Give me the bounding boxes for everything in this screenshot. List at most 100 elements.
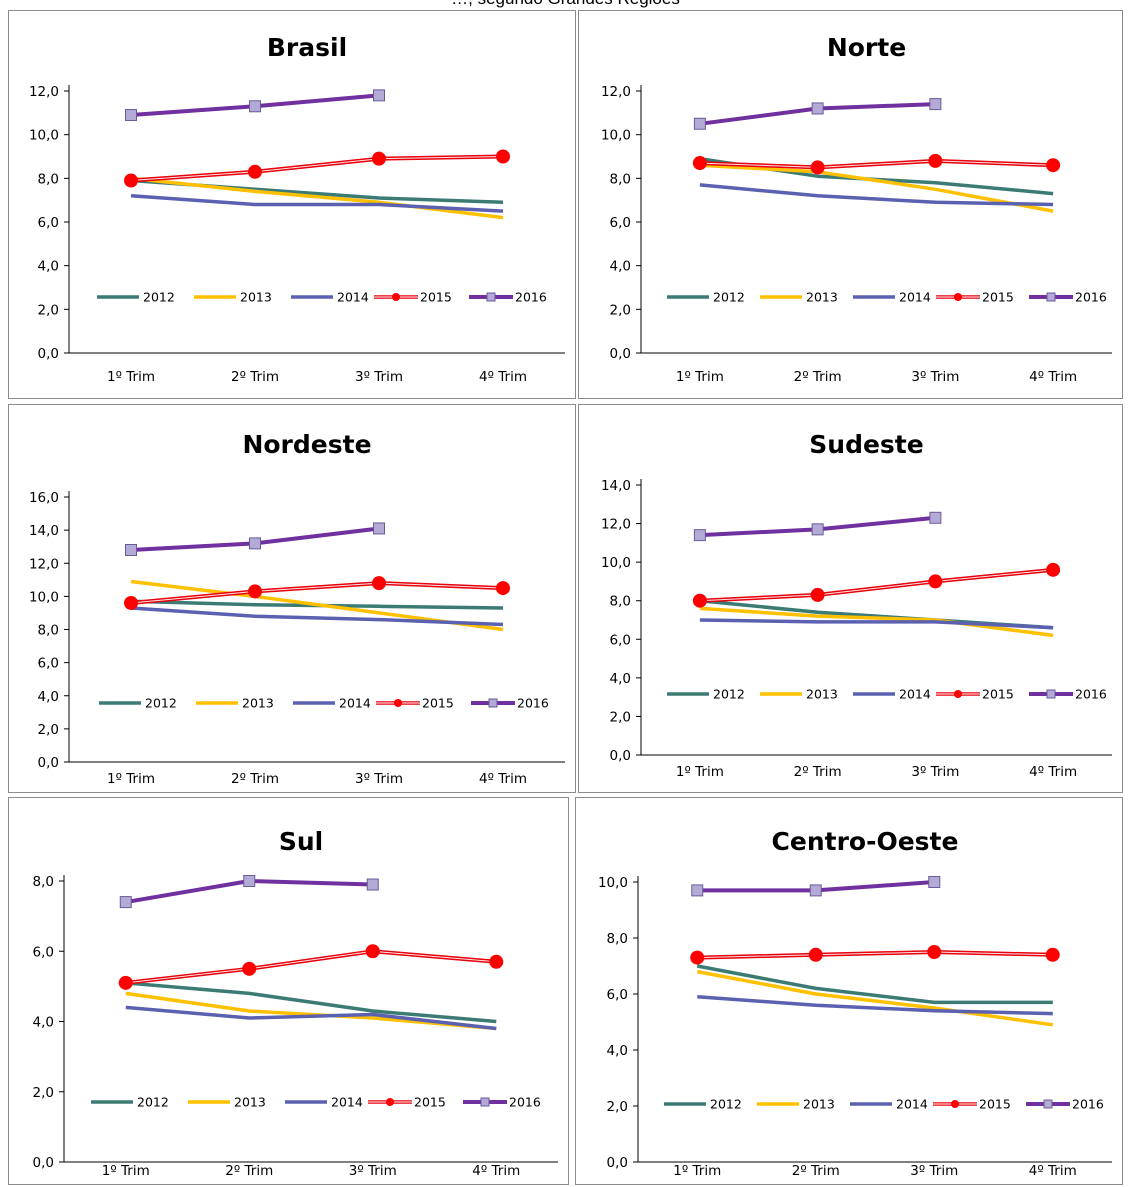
- legend-item-2015: 2015: [368, 1095, 446, 1110]
- legend-item-2015: 2015: [936, 687, 1014, 702]
- legend-item-2015: 2015: [374, 290, 452, 305]
- series-point-2015: [1046, 562, 1061, 577]
- x-tick-label: 3º Trim: [355, 771, 403, 787]
- series-line-highlight-2015: [697, 951, 1053, 959]
- legend-item-2014: 2014: [291, 290, 369, 305]
- legend-marker-2016: [1043, 1099, 1053, 1109]
- series-point-2016: [125, 544, 137, 556]
- x-tick-label: 1º Trim: [107, 771, 155, 787]
- legend-item-2015: 2015: [376, 696, 454, 711]
- legend-marker-2015: [954, 690, 962, 698]
- y-tick-label: 0,0: [607, 1155, 628, 1171]
- legend-item-2016: 2016: [1026, 1097, 1104, 1112]
- legend-item-2014: 2014: [293, 696, 371, 711]
- series-line-2013: [696, 969, 1054, 1027]
- legend-label-2015: 2015: [982, 290, 1014, 305]
- series-point-2015: [808, 947, 823, 962]
- y-tick-label: 2,0: [38, 302, 59, 318]
- y-tick-label: 16,0: [29, 490, 59, 506]
- legend-marker-2015: [386, 1098, 394, 1106]
- y-tick-label: 4,0: [38, 689, 59, 705]
- legend-marker-2016: [480, 1097, 490, 1107]
- legend-label-2014: 2014: [331, 1095, 363, 1110]
- series-line-2013: [699, 606, 1054, 638]
- legend-label-2013: 2013: [806, 687, 838, 702]
- legend-label-2013: 2013: [803, 1097, 835, 1112]
- series-point-2015: [1046, 158, 1061, 173]
- legend-marker-2016: [1046, 292, 1056, 302]
- x-tick-label: 1º Trim: [102, 1163, 150, 1179]
- series-point-2016: [249, 100, 261, 113]
- series-point-2016: [809, 884, 822, 897]
- series-point-2015: [242, 961, 257, 976]
- series-line-2014: [125, 1005, 497, 1031]
- series-point-2015: [489, 954, 504, 969]
- legend-item-2012: 2012: [667, 687, 745, 702]
- chart-panel-sudeste: Sudeste 0,0 2,0 4,0 6,0 8,0 10,0 12,0 14,0 1º Tri…: [578, 404, 1123, 793]
- series-point-2016: [693, 117, 706, 130]
- legend-label-2015: 2015: [414, 1095, 446, 1110]
- y-tick-label: 12,0: [29, 84, 59, 100]
- y-tick-label: 2,0: [33, 1085, 54, 1101]
- legend-label-2015: 2015: [420, 290, 452, 305]
- y-tick-label: 2,0: [610, 302, 631, 318]
- y-tick-label: 2,0: [38, 722, 59, 738]
- x-tick-label: 1º Trim: [673, 1163, 721, 1179]
- legend-item-2016: 2016: [463, 1095, 541, 1110]
- legend-item-2016: 2016: [1029, 687, 1107, 702]
- y-tick-label: 4,0: [610, 671, 631, 687]
- series-point-2015: [248, 584, 262, 599]
- legend-label-2016: 2016: [509, 1095, 541, 1110]
- legend-item-2016: 2016: [1029, 290, 1107, 305]
- y-tick-label: 10,0: [598, 875, 628, 891]
- y-tick-label: 0,0: [610, 748, 631, 764]
- series-point-2015: [690, 950, 705, 965]
- legend-marker-2016: [1046, 689, 1056, 699]
- chart-svg-centro-oeste: Centro-Oeste 0,0 2,0 4,0 6,0 8,0 10,0 1º Trim 2º…: [598, 827, 1112, 1179]
- legend-item-2014: 2014: [853, 687, 931, 702]
- y-tick-label: 10,0: [29, 589, 59, 605]
- series-point-2016: [693, 529, 706, 542]
- y-tick-label: 12,0: [601, 84, 631, 100]
- series-point-2015: [124, 173, 138, 188]
- legend-item-2014: 2014: [853, 290, 931, 305]
- figure-caption: …, segundo Grandes Regiões: [0, 0, 1131, 11]
- x-tick-label: 2º Trim: [225, 1163, 273, 1179]
- series-point-2015: [124, 596, 138, 610]
- y-tick-label: 12,0: [601, 517, 631, 533]
- chart-title-norte: Norte: [827, 33, 906, 62]
- legend-item-2014: 2014: [850, 1097, 928, 1112]
- legend-item-2015: 2015: [933, 1097, 1011, 1112]
- chart-svg-brasil: Brasil 0,0 2,0 4,0 6,0 8,0 10,0 12,0 1º Trim 2º T…: [29, 33, 565, 385]
- series-point-2016: [366, 878, 379, 891]
- series-line-2015: [125, 949, 497, 985]
- y-tick-label: 6,0: [607, 987, 628, 1003]
- x-tick-label: 2º Trim: [794, 764, 842, 780]
- chart-panel-centro-oeste: Centro-Oeste 0,0 2,0 4,0 6,0 8,0 10,0 1º Trim 2º…: [575, 797, 1123, 1185]
- legend-label-2016: 2016: [515, 290, 547, 305]
- chart-title-brasil: Brasil: [267, 33, 347, 62]
- series-point-2015: [810, 160, 825, 175]
- y-tick-label: 10,0: [29, 128, 59, 144]
- x-tick-label: 2º Trim: [231, 369, 279, 385]
- series-point-2016: [691, 884, 704, 897]
- series-point-2015: [372, 151, 386, 166]
- legend-label-2016: 2016: [1072, 1097, 1104, 1112]
- series-point-2015: [928, 574, 943, 589]
- x-tick-label: 4º Trim: [472, 1163, 520, 1179]
- series-line-2012: [696, 964, 1053, 1005]
- legend-label-2016: 2016: [1075, 687, 1107, 702]
- legend-item-2013: 2013: [760, 290, 838, 305]
- series-line-2014: [130, 194, 504, 213]
- x-tick-label: 4º Trim: [479, 771, 527, 787]
- legend-label-2012: 2012: [145, 696, 177, 711]
- y-tick-label: 6,0: [38, 656, 59, 672]
- series-point-2015: [118, 975, 133, 990]
- legend-label-2012: 2012: [710, 1097, 742, 1112]
- chart-svg-norte: Norte 0,0 2,0 4,0 6,0 8,0 10,0 12,0 1º Trim 2º Tr…: [601, 33, 1112, 385]
- legend-marker-2015: [394, 699, 402, 707]
- legend-label-2015: 2015: [982, 687, 1014, 702]
- x-tick-label: 2º Trim: [231, 771, 279, 787]
- legend-item-2013: 2013: [757, 1097, 835, 1112]
- legend-label-2012: 2012: [137, 1095, 169, 1110]
